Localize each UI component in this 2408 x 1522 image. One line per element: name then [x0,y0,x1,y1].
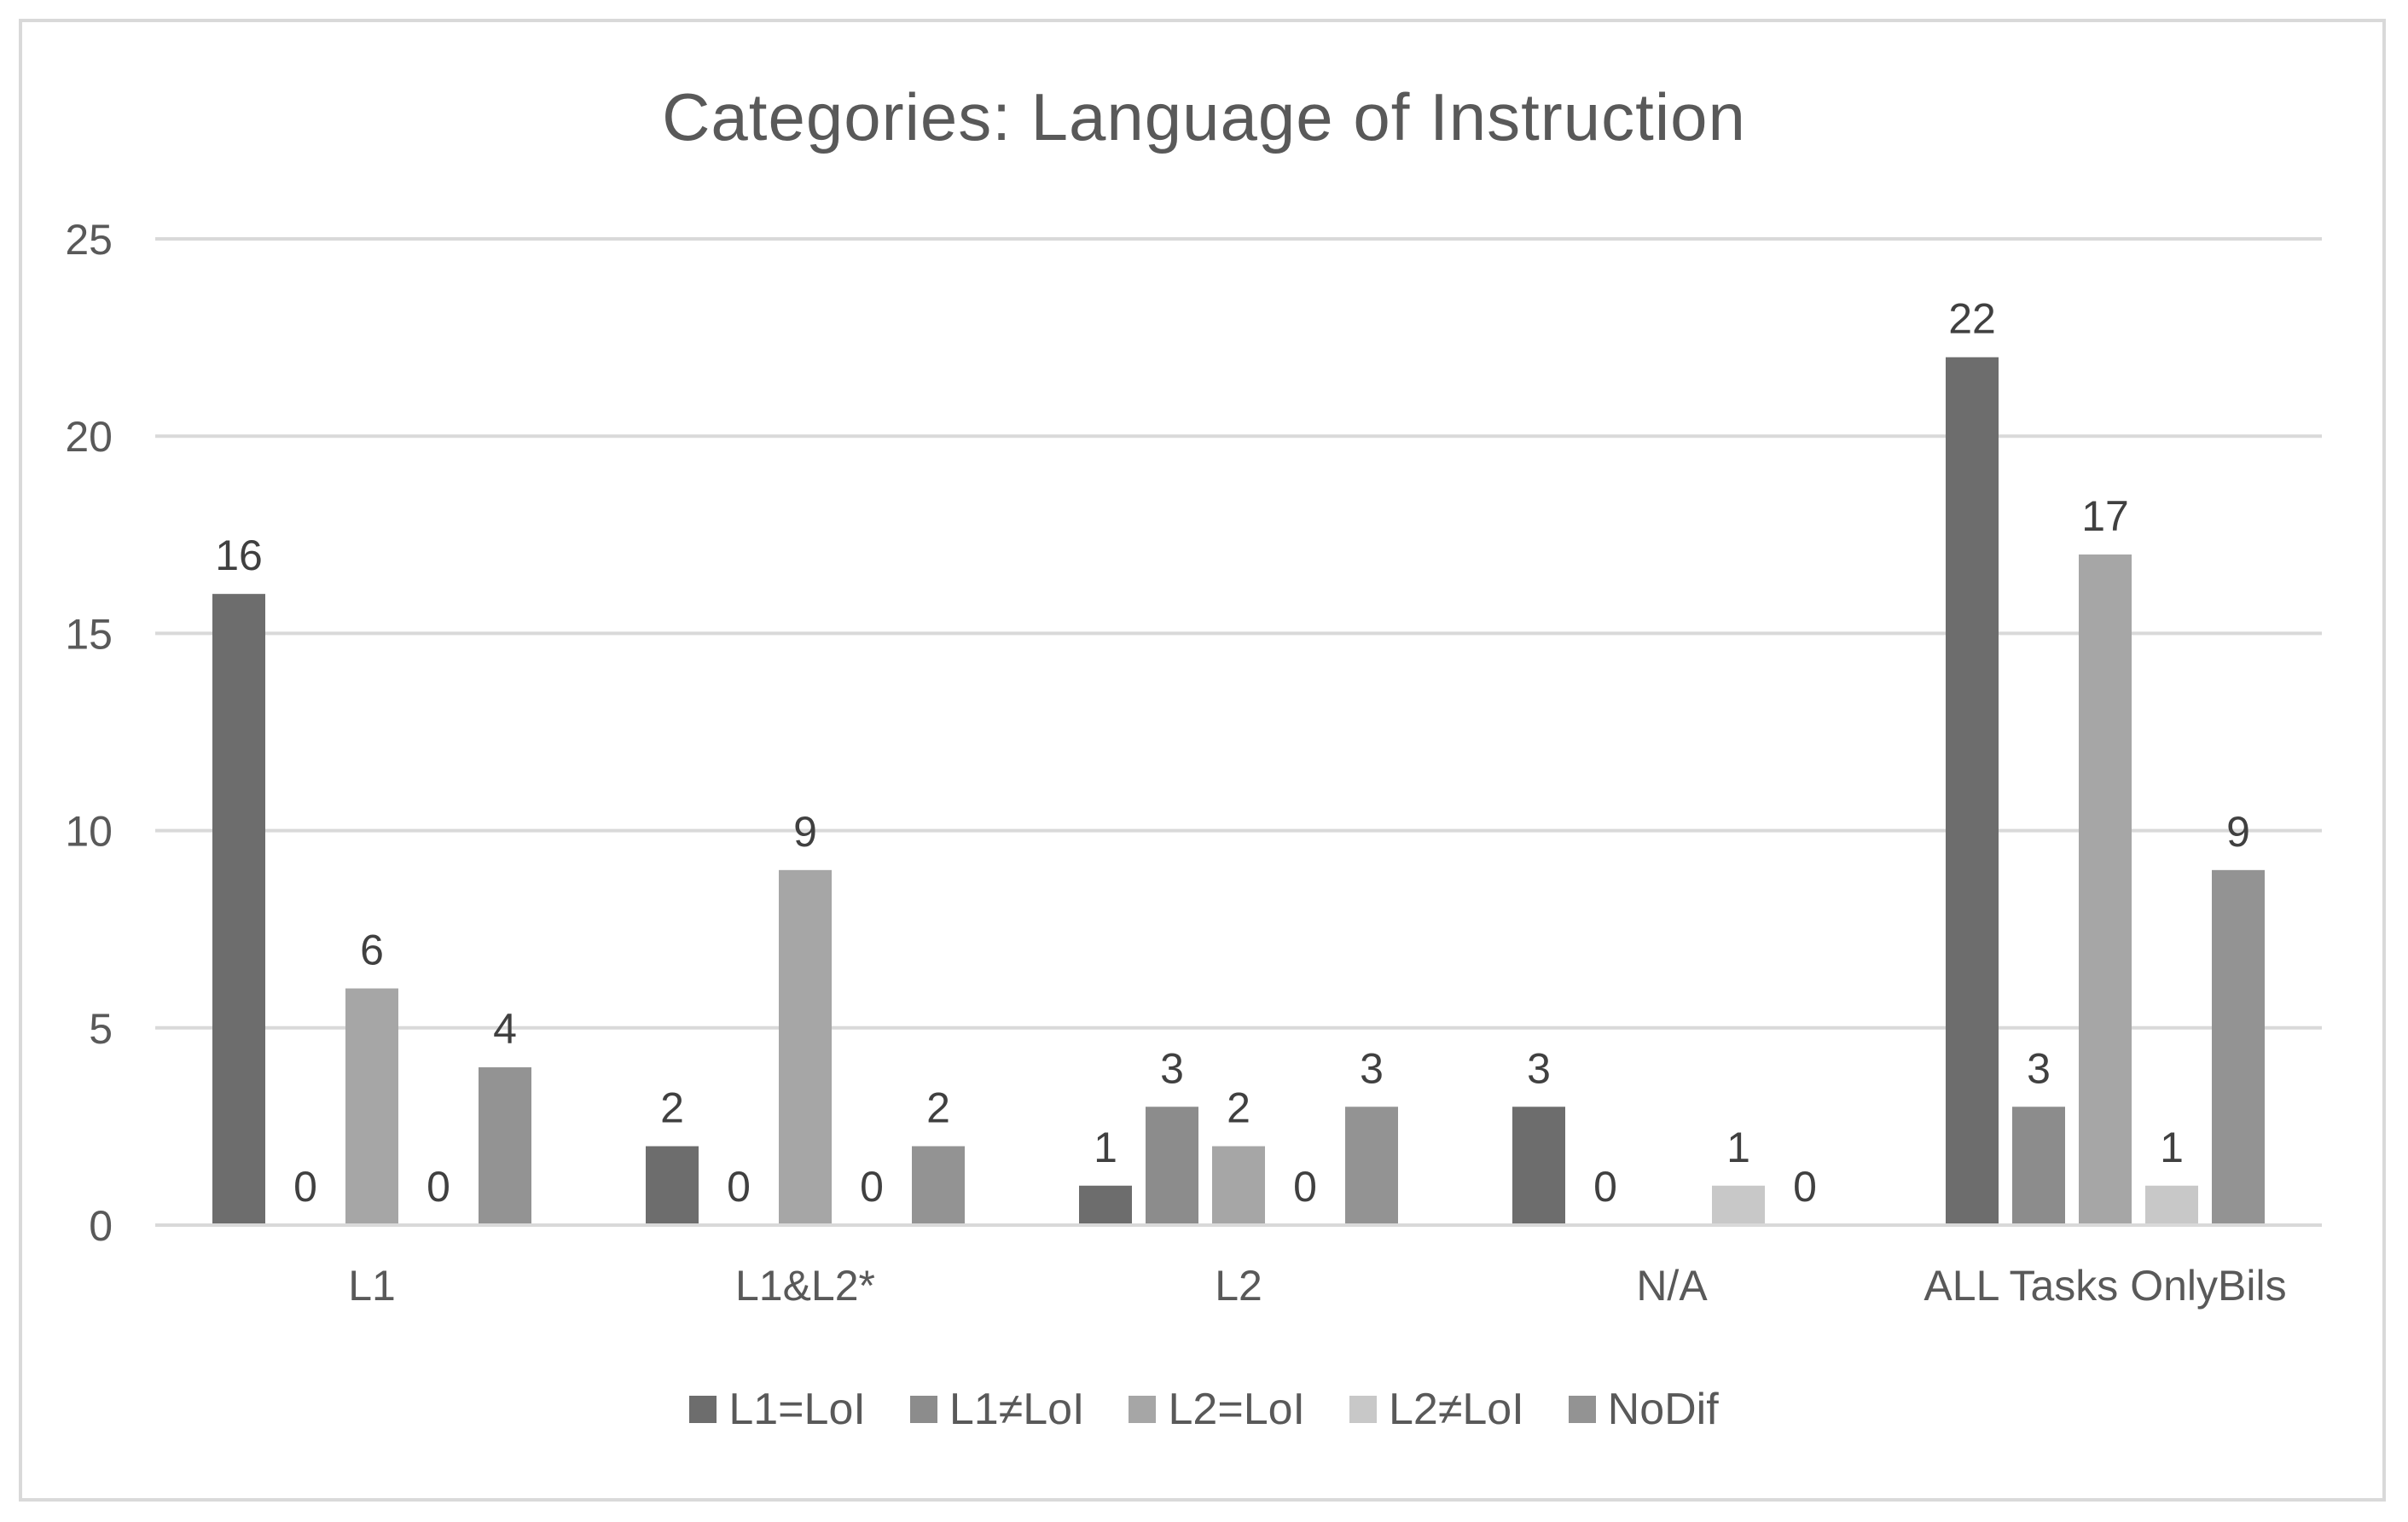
y-tick-label: 0 [89,1202,113,1250]
legend-label: NoDif [1607,1385,1719,1434]
legend-swatch [1568,1396,1596,1423]
legend-swatch [909,1396,937,1423]
bar [2145,1185,2198,1225]
data-label: 3 [1527,1044,1551,1092]
data-label: 3 [1360,1044,1384,1092]
bar [2012,1107,2065,1225]
bar [646,1146,699,1225]
data-label: 4 [493,1005,517,1053]
legend-label: L1=LoI [728,1385,866,1434]
legend-item: L2=LoI [1129,1384,1305,1435]
bar [1512,1107,1565,1225]
data-label: 0 [1593,1163,1617,1211]
legend-label: L2=LoI [1168,1385,1305,1434]
y-tick-label: 20 [65,413,113,461]
bar [212,594,265,1225]
data-label: 1 [1726,1124,1750,1171]
data-label: 0 [727,1163,751,1211]
y-tick-label: 5 [89,1005,113,1053]
data-label: 2 [926,1084,950,1132]
bar [1079,1185,1132,1225]
bar [479,1067,531,1225]
data-label: 2 [660,1084,684,1132]
data-label: 3 [1160,1044,1184,1092]
data-label: 0 [860,1163,884,1211]
bar [1212,1146,1265,1225]
data-label: 6 [360,927,384,974]
data-label: 0 [293,1163,317,1211]
x-tick-label: N/A [1636,1262,1708,1310]
legend-label: L1≠LoI [949,1385,1085,1434]
chart-title: Categories: Language of Instruction [662,79,1746,154]
bar [345,988,398,1225]
legend-swatch [1129,1396,1157,1423]
data-label: 9 [793,808,817,856]
bar [1712,1185,1765,1225]
y-tick-label: 25 [65,216,113,264]
bar [2079,554,2132,1225]
x-tick-label: L1 [348,1262,396,1310]
data-label: 0 [1293,1163,1317,1211]
data-label: 1 [2160,1124,2184,1171]
y-tick-label: 15 [65,610,113,658]
legend-item: L2≠LoI [1349,1384,1524,1435]
data-label: 22 [1948,295,1996,343]
x-tick-label: ALL Tasks OnlyBils [1923,1262,2286,1310]
y-tick-label: 10 [65,808,113,856]
bar [1946,357,1999,1226]
legend-swatch [1349,1396,1377,1423]
legend-item: NoDif [1568,1384,1719,1435]
legend-label: L2≠LoI [1388,1385,1524,1434]
bar [779,869,832,1225]
legend-swatch [689,1396,717,1423]
x-tick-label: L1&L2* [735,1262,875,1310]
bar [1345,1107,1398,1225]
legend: L1=LoI L1≠LoI L2=LoI L2≠LoI NoDif [0,1384,2408,1435]
bar [2212,869,2265,1225]
data-label: 1 [1094,1124,1117,1171]
data-label: 0 [1793,1163,1817,1211]
data-label: 3 [2027,1044,2051,1092]
bar [912,1146,965,1225]
data-label: 17 [2081,492,2129,540]
data-label: 16 [215,532,263,579]
legend-item: L1≠LoI [909,1384,1085,1435]
bar [1146,1107,1198,1225]
x-tick-label: L2 [1215,1262,1262,1310]
data-label: 9 [2226,808,2250,856]
data-label: 0 [426,1163,450,1211]
data-label: 2 [1227,1084,1250,1132]
legend-item: L1=LoI [689,1384,866,1435]
